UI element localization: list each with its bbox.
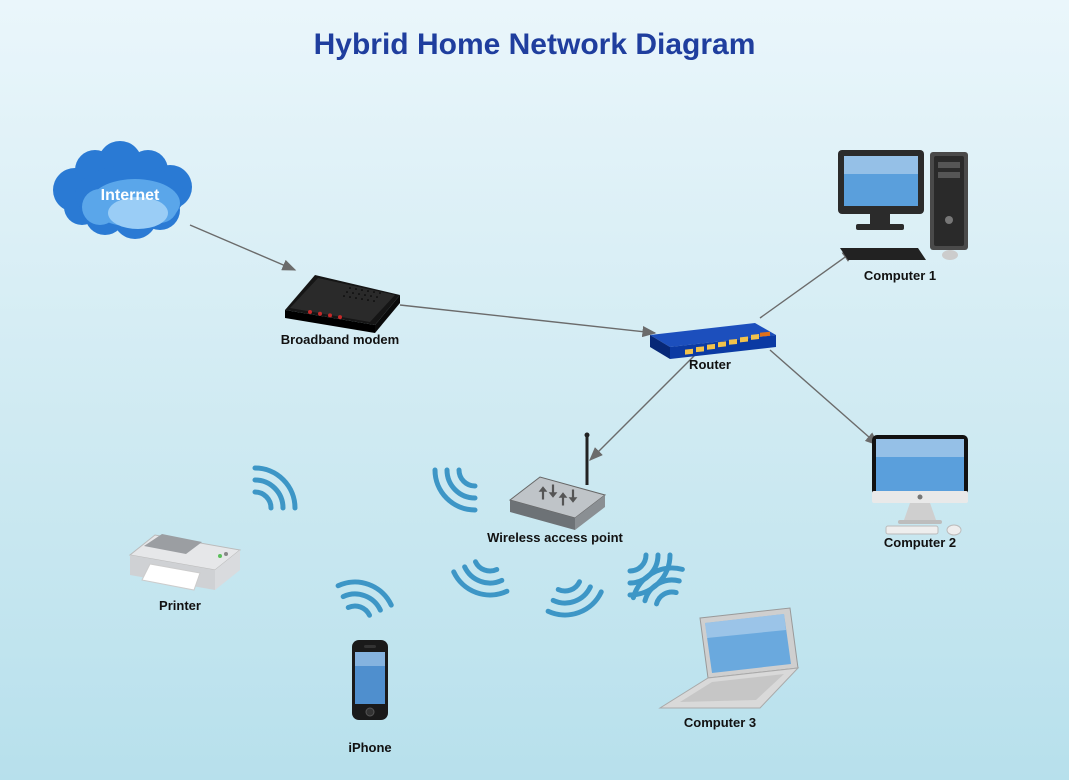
computer3-icon xyxy=(660,608,798,708)
router-label: Router xyxy=(689,357,731,372)
iphone-label: iPhone xyxy=(348,740,391,755)
wifi-arcs-wap xyxy=(618,543,678,603)
wifi-arcs-printer xyxy=(243,460,303,520)
edge-internet-modem xyxy=(190,225,295,270)
wap-label: Wireless access point xyxy=(487,530,623,545)
computer1-icon xyxy=(838,150,968,260)
computer3-label: Computer 3 xyxy=(684,715,756,730)
modem-label: Broadband modem xyxy=(281,332,399,347)
wifi-arcs-wap xyxy=(542,576,605,622)
computer1-label: Computer 1 xyxy=(864,268,936,283)
edge-router-wap xyxy=(590,355,695,460)
wifi-arcs-iphone xyxy=(332,575,395,621)
edge-modem-router xyxy=(400,305,655,333)
wap-icon xyxy=(510,433,605,531)
wifi-arcs-wap xyxy=(427,458,487,518)
diagram-stage xyxy=(0,0,1069,780)
internet-label: Internet xyxy=(101,187,160,205)
diagram-title: Hybrid Home Network Diagram xyxy=(0,28,1069,62)
printer-label: Printer xyxy=(159,598,201,613)
edge-router-computer2 xyxy=(770,350,878,445)
computer2-icon xyxy=(872,435,968,535)
computer2-label: Computer 2 xyxy=(884,535,956,550)
edge-router-computer1 xyxy=(760,250,855,318)
modem-icon xyxy=(285,275,400,333)
printer-icon xyxy=(130,534,240,590)
wifi-arcs-wap xyxy=(450,556,513,602)
wifi-arcs-computer3 xyxy=(628,559,691,612)
router-icon xyxy=(650,323,776,359)
iphone-icon xyxy=(352,640,388,720)
